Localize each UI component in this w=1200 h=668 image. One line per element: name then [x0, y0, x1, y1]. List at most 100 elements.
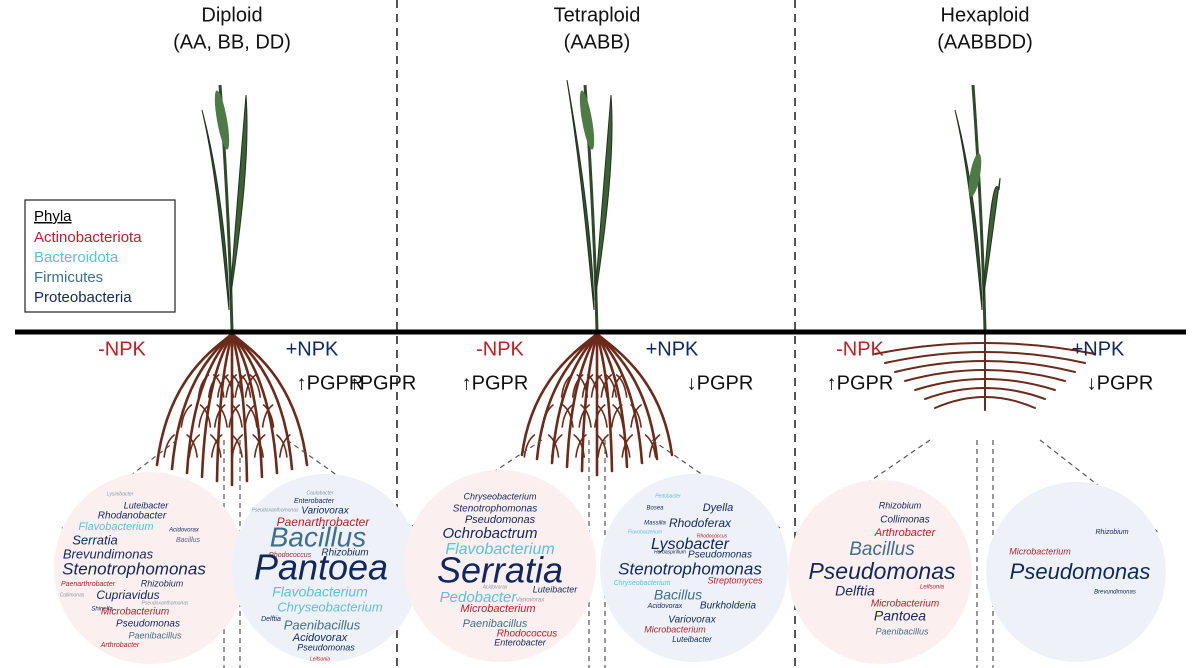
- taxon-word: Acidovorax: [647, 603, 683, 610]
- root-branch: [575, 434, 587, 458]
- taxon-word: Bacillus: [176, 537, 201, 544]
- leaf: [594, 94, 613, 301]
- taxon-word: Microbacterium: [1009, 546, 1071, 556]
- spike: [579, 90, 595, 150]
- taxon-word: Pantoea: [254, 547, 388, 588]
- root-branch: [188, 434, 201, 458]
- taxon-word: Flavobacterium: [628, 529, 662, 535]
- taxon-word: Herbaspirillum: [654, 549, 686, 555]
- plant: [201, 84, 248, 331]
- taxon-word: Enterobacter: [294, 498, 335, 505]
- taxon-word: Bacillus: [270, 521, 366, 552]
- word-cloud-bg: [986, 482, 1166, 662]
- root-branch: [612, 404, 624, 428]
- root-branch: [210, 434, 223, 458]
- taxon-word: Pseudomonas: [116, 619, 180, 630]
- ploidy-title: Diploid: [201, 4, 262, 26]
- root-branch: [231, 434, 243, 458]
- roots: [520, 332, 674, 477]
- taxon-word: Pseudomonas: [465, 514, 536, 526]
- taxon-word: Luteibacter: [124, 500, 170, 510]
- taxon-word: Pantoea: [874, 608, 926, 624]
- taxon-word: Delftia: [835, 583, 875, 599]
- root: [185, 332, 234, 475]
- taxon-word: Arthrobacter: [874, 527, 937, 539]
- root-branch: [262, 404, 275, 428]
- taxon-word: Massilia: [644, 521, 666, 527]
- roots: [155, 332, 309, 487]
- root-branch: [246, 404, 258, 428]
- word-cloud-bg: [404, 470, 596, 662]
- root: [565, 332, 599, 469]
- pgpr-effect: ↑PGPR: [350, 372, 417, 394]
- taxon-word: Luteibacter: [672, 635, 712, 644]
- taxon-word: Rhodococcus: [697, 533, 728, 539]
- taxon-word: Rhizobium: [879, 500, 922, 510]
- root: [595, 332, 674, 457]
- taxon-word: Pedobacter: [655, 493, 681, 499]
- taxon-word: Microbacterium: [101, 607, 169, 618]
- root-branch: [253, 434, 266, 458]
- root-branch: [593, 404, 606, 428]
- taxon-word: Rhodoferax: [669, 516, 732, 530]
- root-branch: [234, 374, 247, 398]
- taxon-word: Cupriavidus: [96, 588, 159, 602]
- pgpr-effect: ↓PGPR: [687, 372, 754, 394]
- treatment-label: +NPK: [1072, 338, 1125, 360]
- root-branch: [562, 404, 574, 428]
- leaf: [229, 94, 248, 301]
- roots: [874, 333, 1096, 411]
- taxon-word: Delftia: [261, 616, 281, 623]
- taxon-word: Paenibacillus: [875, 626, 929, 636]
- treatment-label: -NPK: [98, 338, 146, 360]
- pgpr-effect: ↑PGPR: [827, 372, 894, 394]
- stem: [971, 84, 987, 331]
- taxon-word: Rhodococcus: [497, 629, 558, 640]
- taxon-word: Rhodanobacter: [98, 511, 167, 522]
- taxon-word: Arthrobacter: [100, 642, 140, 649]
- taxon-word: Rhizobium: [1095, 529, 1128, 536]
- leaf: [201, 109, 230, 311]
- root: [200, 332, 234, 479]
- leaf: [954, 109, 983, 311]
- root-branch: [252, 434, 264, 458]
- pgpr-effect: ↑PGPR: [297, 372, 364, 394]
- root-branch: [571, 374, 584, 398]
- legend-item: Actinobacteriota: [34, 229, 142, 246]
- root-branch: [578, 404, 591, 428]
- taxon-word: Pseudomonas: [1010, 559, 1151, 584]
- taxon-word: Paenarthrobacter: [61, 581, 116, 588]
- spike: [968, 153, 982, 197]
- content: Phyla Actinobacteriota Bacteroidota Firmicu…: [34, 4, 1166, 668]
- treatment-label: -NPK: [836, 338, 884, 360]
- taxon-word: Pseudoxanthomonas: [252, 507, 299, 513]
- root-branch: [217, 374, 229, 398]
- root-branch: [581, 374, 594, 398]
- taxon-word: Shinella: [91, 607, 113, 613]
- taxon-word: Pseudomonas: [808, 558, 956, 584]
- root-branch: [648, 434, 661, 458]
- root-branch: [216, 404, 228, 428]
- leaf: [982, 177, 1001, 301]
- taxon-word: Burkholderia: [700, 601, 757, 612]
- taxon-word: Bacillus: [654, 587, 702, 603]
- root-branch: [621, 434, 634, 458]
- root-branch: [163, 434, 175, 458]
- root-branch: [261, 404, 274, 428]
- taxon-word: Lysinibacter: [107, 491, 134, 497]
- taxon-word: Paenibacillus: [128, 630, 182, 640]
- root: [550, 332, 599, 465]
- taxon-word: Paenarthrobacter: [277, 515, 371, 529]
- taxon-word: Chryseobacterium: [614, 580, 671, 587]
- ploidy-title: Tetraploid: [554, 4, 641, 26]
- taxon-word: Brevundimonas: [63, 546, 154, 561]
- root-branch: [180, 404, 193, 428]
- spike: [214, 90, 230, 150]
- taxon-word: Flavobacterium: [272, 584, 368, 600]
- taxon-word: Bacillus: [849, 539, 915, 560]
- root-branch: [225, 374, 237, 398]
- taxon-word: Chryseobacterium: [277, 599, 383, 614]
- leaf: [566, 79, 595, 311]
- taxon-word: Collimonas: [60, 592, 85, 598]
- root-branch: [561, 404, 574, 428]
